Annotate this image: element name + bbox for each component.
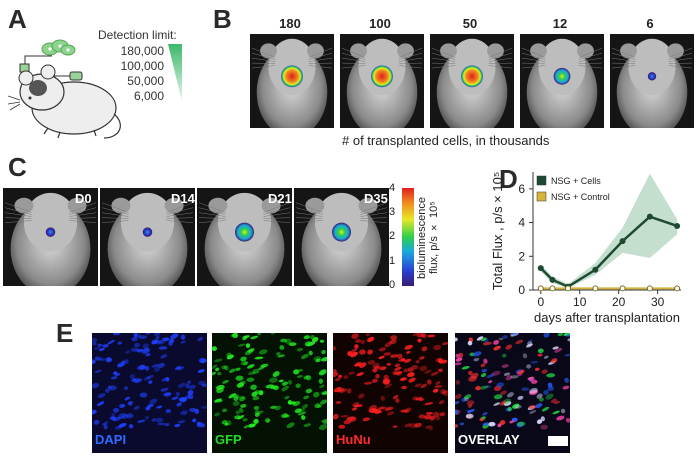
- colorbar-tick: 3: [389, 206, 396, 218]
- colorbar-tick: 2: [389, 230, 396, 242]
- detection-limit-value: 180,000: [120, 44, 164, 58]
- panel-letter-b: B: [213, 4, 232, 34]
- data-point: [537, 265, 544, 272]
- colorbar: [402, 188, 414, 286]
- bli-mouse-image-4: [520, 34, 604, 128]
- timecourse-mouse-image-1: [3, 188, 98, 286]
- cell-count-label: 6: [646, 16, 654, 31]
- y-tick-label: 4: [518, 216, 525, 230]
- data-point: [537, 285, 544, 292]
- fluorescence-image-hunu: [333, 333, 448, 453]
- legend-label: NSG + Cells: [551, 176, 601, 186]
- x-tick-label: 0: [537, 295, 544, 309]
- day-label: D14: [171, 191, 195, 206]
- x-tick-label: 10: [573, 295, 587, 309]
- cell-count-label: 12: [552, 16, 568, 31]
- data-point: [646, 285, 653, 292]
- data-point: [565, 285, 572, 292]
- colorbar-tick: 4: [389, 182, 396, 194]
- colorbar-label: bioluminescence flux, p/s × 10⁵: [416, 197, 440, 279]
- panel-letter-c: C: [8, 152, 27, 182]
- confidence-band: [540, 173, 678, 289]
- detection-limit-value: 6,000: [133, 89, 164, 103]
- data-point: [646, 213, 653, 220]
- colorbar-tick: 1: [389, 255, 396, 267]
- panel-letter-e: E: [56, 318, 74, 348]
- day-label: D0: [75, 191, 92, 206]
- channel-label: GFP: [215, 432, 242, 447]
- y-tick-label: 0: [518, 283, 525, 297]
- fluorescence-image-gfp: [212, 333, 327, 453]
- bli-mouse-image-2: [340, 34, 424, 128]
- fluorescence-image-overlay: [455, 333, 570, 453]
- detection-gradient-wedge: [168, 44, 182, 102]
- bli-mouse-image-1: [250, 34, 334, 128]
- legend-swatch: [536, 191, 547, 202]
- scale-bar: [548, 436, 568, 446]
- detection-limit-value: 100,000: [120, 59, 164, 73]
- fluorescence-image-dapi: [92, 333, 207, 453]
- panel-letter-a: A: [8, 4, 27, 34]
- channel-label: HuNu: [336, 432, 371, 447]
- panel-b-caption: # of transplanted cells, in thousands: [342, 133, 550, 148]
- channel-label: DAPI: [95, 432, 127, 447]
- day-label: D21: [268, 191, 292, 206]
- timecourse-mouse-image-2: [100, 188, 195, 286]
- x-tick-label: 20: [612, 295, 626, 309]
- data-point: [619, 285, 626, 292]
- bli-mouse-image-3: [430, 34, 514, 128]
- y-tick-label: 2: [518, 249, 525, 263]
- cell-count-label: 100: [369, 16, 391, 31]
- detection-limit-list: 180,000 100,000 50,000 6,000: [104, 44, 164, 104]
- mouse-illustration: [8, 39, 121, 139]
- cells-cluster-icon: [41, 39, 76, 56]
- cell-count-label: 180: [279, 16, 301, 31]
- y-tick-label: 6: [518, 182, 525, 196]
- day-label: D35: [364, 191, 388, 206]
- panel-letter-d: D: [499, 164, 518, 194]
- cell-count-label: 50: [462, 16, 478, 31]
- data-point: [674, 222, 681, 229]
- timecourse-mouse-image-4: [294, 188, 389, 286]
- timecourse-mouse-image-3: [197, 188, 292, 286]
- channel-label: OVERLAY: [458, 432, 520, 447]
- data-point: [592, 285, 599, 292]
- x-axis-label: days after transplantation: [534, 310, 680, 325]
- data-point: [674, 285, 681, 292]
- data-point: [592, 266, 599, 273]
- colorbar-tick: 0: [389, 279, 396, 291]
- detection-limit-value: 50,000: [127, 74, 164, 88]
- data-point: [549, 276, 556, 283]
- legend-swatch: [536, 175, 547, 186]
- x-tick-label: 30: [651, 295, 665, 309]
- legend-label: NSG + Control: [551, 192, 610, 202]
- data-point: [549, 285, 556, 292]
- detection-limit-title: Detection limit:: [98, 28, 177, 42]
- bli-mouse-image-5: [610, 34, 694, 128]
- data-point: [619, 238, 626, 245]
- y-axis-label: Total Flux , p/s × 10⁵: [490, 172, 505, 290]
